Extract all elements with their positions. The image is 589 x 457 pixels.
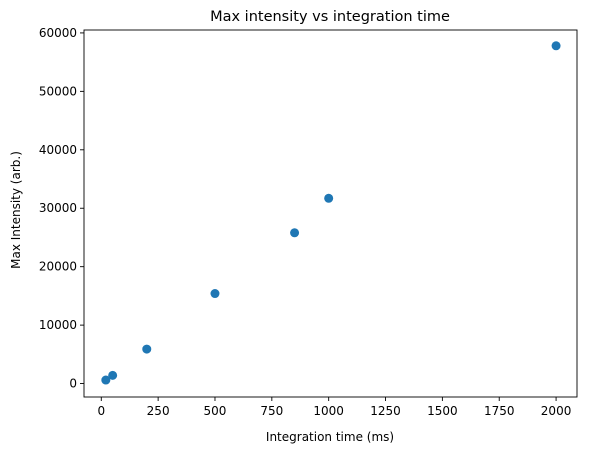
data-point [210,289,220,299]
y-tick-label: 30000 [39,201,77,215]
y-axis-label: Max Intensity (arb.) [9,151,23,269]
y-tick-label: 40000 [39,143,77,157]
y-tick-label: 60000 [39,26,77,40]
data-point [290,228,300,238]
x-tick-label: 1250 [370,404,401,418]
x-tick-label: 1750 [484,404,515,418]
x-tick-label: 1500 [427,404,458,418]
data-point [101,375,111,385]
y-tick-label: 50000 [39,84,77,98]
x-tick-label: 750 [260,404,283,418]
y-tick-label: 20000 [39,260,77,274]
x-axis-label: Integration time (ms) [266,430,394,444]
axes: 0 250 500 750 1000 1250 1500 1750 20000100002000… [39,26,578,418]
y-tick-label: 10000 [39,318,77,332]
y-tick-label: 0 [69,377,77,391]
x-tick-label: 0 [97,404,105,418]
plot-frame [83,29,578,398]
data-point [324,193,334,203]
x-tick-label: 250 [147,404,170,418]
data-point [551,41,561,51]
x-tick-label: 500 [204,404,227,418]
x-tick-label: 1000 [313,404,344,418]
data-point [142,344,152,354]
x-tick-label: 2000 [541,404,572,418]
data-point [108,370,118,380]
data-points [101,41,561,385]
chart-title: Max intensity vs integration time [210,9,450,25]
